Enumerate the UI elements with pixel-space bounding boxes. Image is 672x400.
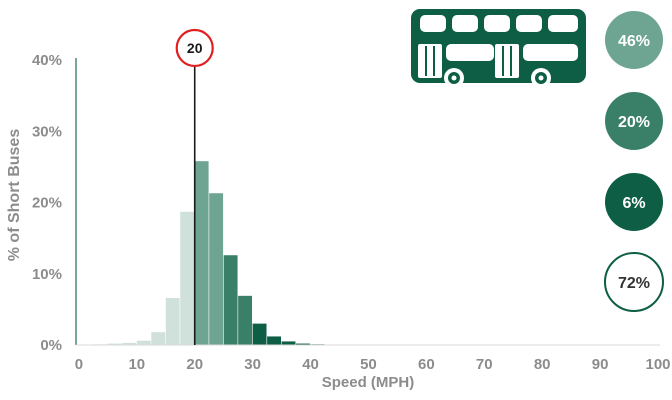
histogram-bar-4 bbox=[137, 341, 151, 345]
histogram-bar-8 bbox=[195, 161, 209, 345]
summary-badge-label-3: 72% bbox=[618, 275, 650, 292]
histogram-bar-5 bbox=[151, 332, 165, 345]
x-tick-label-10: 100 bbox=[645, 356, 670, 373]
histogram-bar-14 bbox=[282, 341, 296, 345]
histogram-bar-9 bbox=[209, 193, 223, 345]
y-tick-label-1: 10% bbox=[32, 266, 62, 283]
summary-badge-3: 72% bbox=[605, 253, 663, 311]
x-tick-label-7: 70 bbox=[476, 356, 493, 373]
y-tick-label-4: 40% bbox=[32, 52, 62, 69]
summary-badge-label-0: 46% bbox=[618, 33, 650, 50]
double-decker-bus-icon bbox=[411, 9, 586, 88]
y-tick-label-2: 20% bbox=[32, 195, 62, 212]
histogram-bar-10 bbox=[224, 255, 238, 345]
y-axis-label: % of Short Buses bbox=[6, 129, 23, 262]
histogram-bar-13 bbox=[267, 336, 281, 345]
summary-badge-2: 6% bbox=[605, 173, 663, 231]
summary-badge-1: 20% bbox=[605, 92, 663, 150]
speed-limit-sign-label: 20 bbox=[187, 40, 203, 56]
x-tick-label-1: 10 bbox=[128, 356, 145, 373]
x-tick-label-6: 60 bbox=[418, 356, 435, 373]
summary-badge-0: 46% bbox=[605, 11, 663, 69]
histogram-bar-11 bbox=[238, 296, 252, 345]
x-tick-label-8: 80 bbox=[534, 356, 551, 373]
x-tick-label-9: 90 bbox=[592, 356, 609, 373]
x-tick-label-3: 30 bbox=[244, 356, 261, 373]
y-axis-ticks: 0% 10% 20% 30% 40% bbox=[32, 52, 62, 354]
histogram-bars bbox=[79, 161, 325, 345]
histogram-bar-12 bbox=[253, 324, 267, 345]
x-tick-label-5: 50 bbox=[360, 356, 377, 373]
x-tick-label-0: 0 bbox=[75, 356, 83, 373]
summary-badges: 46% 20% 6% 72% bbox=[605, 11, 663, 311]
y-tick-label-0: 0% bbox=[40, 337, 62, 354]
summary-badge-label-1: 20% bbox=[618, 114, 650, 131]
x-tick-label-2: 20 bbox=[186, 356, 203, 373]
histogram-bar-6 bbox=[166, 298, 180, 345]
x-tick-label-4: 40 bbox=[302, 356, 319, 373]
x-axis-label: Speed (MPH) bbox=[322, 374, 415, 391]
histogram-bar-7 bbox=[180, 212, 194, 345]
summary-badge-label-2: 6% bbox=[622, 195, 645, 212]
x-axis-ticks: 0 10 20 30 40 50 60 70 80 90 100 bbox=[75, 356, 671, 373]
y-tick-label-3: 30% bbox=[32, 123, 62, 140]
